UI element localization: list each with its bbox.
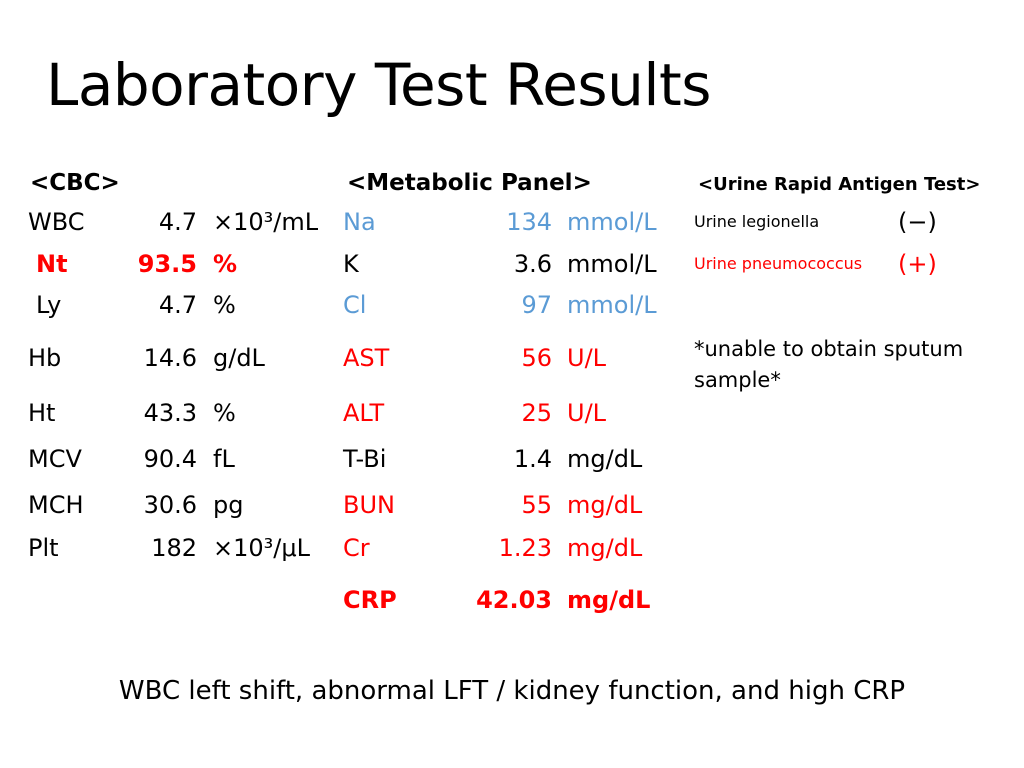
metabolic-test-value: 3.6 [513, 250, 552, 278]
cbc-test-value: 14.6 [143, 344, 197, 372]
cbc-test-unit: % [213, 291, 236, 319]
metabolic-test-value: 42.03 [476, 586, 552, 614]
cbc-test-name: Ly [36, 291, 62, 319]
metabolic-test-unit: mg/dL [567, 491, 643, 519]
cbc-test-unit: % [213, 399, 236, 427]
metabolic-test-unit: mmol/L [567, 208, 657, 236]
metabolic-test-name: ALT [343, 399, 385, 427]
urine-header: <Urine Rapid Antigen Test> [698, 174, 981, 195]
cbc-test-value: 30.6 [143, 491, 197, 519]
cbc-test-name: WBC [28, 208, 85, 236]
cbc-test-value: 182 [151, 534, 197, 562]
metabolic-test-unit: mg/dL [567, 445, 643, 473]
metabolic-test-unit: mmol/L [567, 250, 657, 278]
metabolic-test-name: AST [343, 344, 390, 372]
metabolic-test-name: Na [343, 208, 376, 236]
metabolic-header: <Metabolic Panel> [347, 170, 592, 196]
metabolic-test-unit: U/L [567, 399, 607, 427]
cbc-test-unit: pg [213, 491, 244, 519]
cbc-test-name: MCV [28, 445, 82, 473]
cbc-test-value: 90.4 [143, 445, 197, 473]
metabolic-test-value: 56 [521, 344, 552, 372]
metabolic-test-unit: mmol/L [567, 291, 657, 319]
metabolic-test-name: K [343, 250, 359, 278]
urine-test-name: Urine pneumococcus [694, 254, 863, 273]
cbc-test-name: Ht [28, 399, 56, 427]
metabolic-test-unit: U/L [567, 344, 607, 372]
cbc-test-unit: ×10³/μL [213, 534, 310, 562]
metabolic-test-unit: mg/dL [567, 586, 651, 614]
sputum-note: *unable to obtain sputum sample* [694, 337, 964, 392]
cbc-test-name: MCH [28, 491, 84, 519]
metabolic-test-name: Cl [343, 291, 367, 319]
metabolic-test-value: 55 [521, 491, 552, 519]
cbc-test-unit: fL [213, 445, 235, 473]
cbc-header: <CBC> [30, 170, 120, 196]
cbc-test-value: 4.7 [158, 291, 197, 319]
cbc-test-value: 4.7 [158, 208, 197, 236]
cbc-test-name: Hb [28, 344, 62, 372]
metabolic-test-value: 97 [521, 291, 552, 319]
urine-test-name: Urine legionella [694, 212, 820, 231]
cbc-test-name: Plt [28, 534, 59, 562]
metabolic-test-value: 1.23 [498, 534, 552, 562]
metabolic-test-name: T-Bi [343, 445, 387, 473]
cbc-test-unit: % [213, 250, 238, 278]
metabolic-test-value: 1.4 [513, 445, 552, 473]
cbc-test-unit: ×10³/mL [213, 208, 319, 236]
urine-test-result: (+) [898, 250, 937, 278]
summary-footer: WBC left shift, abnormal LFT / kidney fu… [118, 676, 906, 706]
metabolic-test-value: 134 [506, 208, 552, 236]
cbc-test-value: 43.3 [143, 399, 197, 427]
cbc-test-unit: g/dL [213, 344, 265, 372]
metabolic-test-value: 25 [521, 399, 552, 427]
urine-test-result: (−) [898, 208, 937, 236]
slide-title: Laboratory Test Results [46, 51, 711, 119]
metabolic-test-unit: mg/dL [567, 534, 643, 562]
metabolic-test-name: Cr [343, 534, 370, 562]
cbc-test-value: 93.5 [137, 250, 197, 278]
cbc-test-name: Nt [36, 250, 68, 278]
metabolic-test-name: BUN [343, 491, 395, 519]
metabolic-test-name: CRP [343, 586, 397, 614]
